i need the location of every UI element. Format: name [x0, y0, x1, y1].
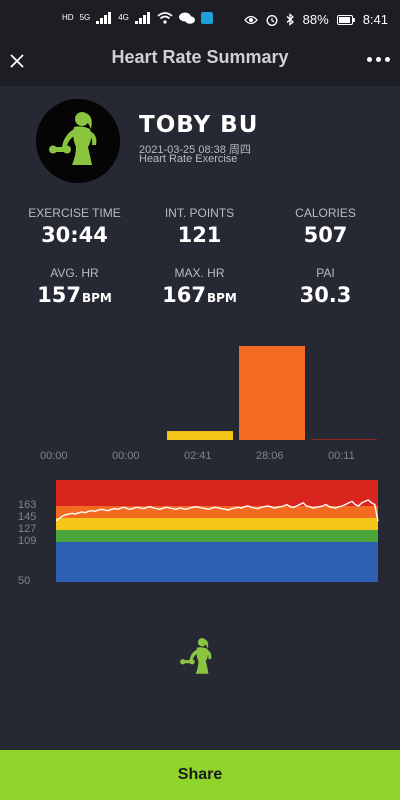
- zone-tick-label: 00:00: [112, 450, 140, 462]
- fitness-woman-icon: [36, 99, 120, 183]
- heart-rate-chart-svg: [55, 480, 379, 582]
- app-bar: Heart Rate Summary: [0, 42, 400, 86]
- hr-zone-band-0: [56, 480, 378, 506]
- stat-unit: BPM: [206, 291, 237, 305]
- battery-percent: 88%: [302, 12, 329, 27]
- close-button[interactable]: [6, 50, 28, 72]
- hr-line: [55, 499, 379, 522]
- network-5g: 5G: [79, 13, 91, 22]
- more-dot-icon: [366, 56, 372, 62]
- wifi-icon: [157, 12, 173, 24]
- heart-rate-chart: 163 145 127 109 50: [0, 470, 400, 590]
- battery-icon: [336, 14, 355, 25]
- zone-bar-3: [239, 346, 305, 440]
- exercise-type: Heart Rate Exercise: [139, 153, 238, 165]
- app-notification-icon: [200, 12, 213, 24]
- stat-value: 30.3: [299, 283, 352, 307]
- bluetooth-icon: [286, 13, 294, 26]
- hr-tick-label: 163: [18, 499, 37, 511]
- page-title: Heart Rate Summary: [111, 47, 289, 67]
- alarm-icon: [266, 14, 278, 26]
- hr-zone-band-1: [56, 506, 378, 518]
- network-4g: 4G: [118, 13, 129, 22]
- status-bar: HD 5G 4G 88%: [0, 0, 400, 42]
- stat-value: 167BPM: [162, 283, 237, 307]
- hr-tick-label: 145: [18, 511, 37, 523]
- stat-value: 507: [303, 223, 348, 247]
- zone-tick-label: 02:41: [184, 450, 212, 462]
- stat-value: 157BPM: [37, 283, 112, 307]
- share-button[interactable]: Share: [0, 750, 400, 800]
- stat-calories: CALORIES 507: [259, 206, 392, 247]
- zone-time-chart-svg: [167, 346, 377, 440]
- stat-unit: BPM: [81, 291, 112, 305]
- fitness-woman-icon: [180, 638, 212, 674]
- stat-label: MAX. HR: [174, 266, 225, 280]
- hr-tick-label: 127: [18, 523, 37, 535]
- stat-label: INT. POINTS: [164, 206, 235, 220]
- signal-icon-2: [134, 12, 150, 24]
- stat-max-hr: MAX. HR 167BPM: [133, 266, 266, 307]
- stat-label: CALORIES: [295, 206, 356, 220]
- zone-time-chart: 00:00 00:00 02:41 28:06 00:11: [0, 320, 400, 470]
- exercise-date: 2021-03-25 08:38 周四: [139, 144, 251, 156]
- zone-bar-2: [167, 431, 233, 440]
- stat-label: EXERCISE TIME: [28, 206, 121, 220]
- hr-tick-label: 50: [18, 575, 31, 587]
- zone-bar-4: [311, 439, 377, 440]
- avatar: [36, 99, 120, 183]
- close-icon: [10, 54, 24, 68]
- hr-zone-band-3: [56, 530, 378, 542]
- hr-zone-band-2: [56, 518, 378, 530]
- stat-label: PAI: [316, 266, 335, 280]
- brand-logo: [178, 635, 222, 679]
- signal-icon: [96, 12, 112, 24]
- more-dot-icon: [375, 56, 381, 62]
- stat-int-points: INT. POINTS 121: [133, 206, 266, 247]
- stat-label: AVG. HR: [50, 266, 99, 280]
- clock-time: 8:41: [362, 12, 388, 27]
- zone-tick-label: 28:06: [256, 450, 284, 462]
- zone-tick-label: 00:11: [328, 450, 355, 462]
- hr-zone-band-4: [56, 542, 378, 582]
- zone-tick-label: 00:00: [40, 450, 68, 462]
- hr-tick-label: 109: [18, 535, 37, 547]
- stat-pai: PAI 30.3: [259, 266, 392, 307]
- more-dot-icon: [384, 56, 390, 62]
- stat-exercise-time: EXERCISE TIME 30:44: [8, 206, 141, 247]
- stat-value: 121: [177, 223, 222, 247]
- eye-icon: [243, 15, 258, 24]
- stat-avg-hr: AVG. HR 157BPM: [8, 266, 141, 307]
- hd-badge: HD: [62, 13, 74, 22]
- stat-value: 30:44: [41, 223, 108, 247]
- user-name: TOBY BU: [139, 112, 259, 138]
- wechat-icon: [178, 12, 195, 24]
- more-options-button[interactable]: [364, 48, 392, 70]
